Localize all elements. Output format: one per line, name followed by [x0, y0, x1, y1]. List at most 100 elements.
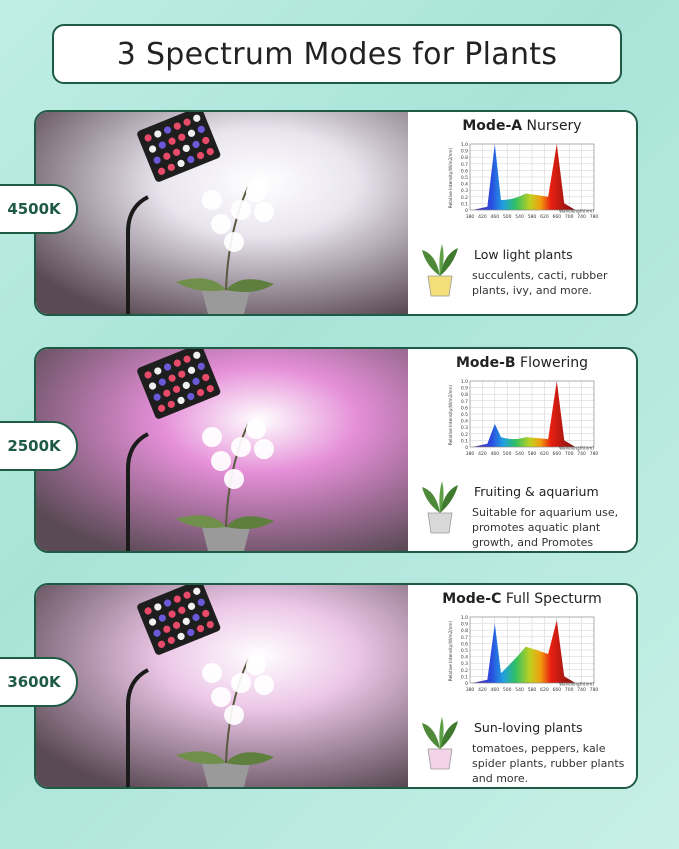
potted-plant-icon [422, 244, 458, 297]
y-tick-label: 0.3 [461, 425, 468, 431]
x-tick-label: 580 [528, 687, 537, 693]
potted-plant-icon [422, 717, 458, 770]
x-tick-label: 580 [528, 451, 537, 457]
mode-card-3: Mode-C Full Specturm 1.0 0.9 0.8 0.7 0.6 0.5 0.… [34, 583, 638, 789]
mode-info-panel: Mode-B Flowering 1.0 0.9 0.8 0.7 0.6 0.5 0.4 0.3… [408, 349, 636, 551]
color-temperature-badge: 2500K [0, 421, 78, 471]
x-tick-label: 380 [466, 214, 475, 220]
y-tick-label: 0.5 [461, 648, 468, 654]
y-tick-label: 0.9 [461, 622, 468, 628]
y-axis-label: Relative Intensity(W/m2/nm) [448, 148, 453, 209]
y-tick-label: 0.5 [461, 412, 468, 418]
x-tick-label: 780 [590, 214, 599, 220]
x-tick-label: 540 [515, 687, 524, 693]
mode-title: Mode-C Full Specturm [408, 591, 636, 607]
x-tick-label: 580 [528, 214, 537, 220]
x-tick-label: 420 [478, 451, 487, 457]
x-tick-label: 620 [540, 214, 549, 220]
mode-title: Mode-B Flowering [408, 355, 636, 371]
x-tick-label: 700 [565, 687, 574, 693]
y-tick-label: 0.1 [461, 438, 468, 444]
y-tick-label: 0.3 [461, 661, 468, 667]
x-tick-label: 460 [491, 451, 500, 457]
x-tick-label: 660 [553, 687, 562, 693]
y-tick-label: 0.7 [461, 399, 468, 405]
x-tick-label: 500 [503, 214, 512, 220]
plant-category-title: Fruiting & aquarium [474, 484, 599, 499]
mode-card-2: Mode-B Flowering 1.0 0.9 0.8 0.7 0.6 0.5 0.4 0.3… [34, 347, 638, 553]
y-tick-label: 0.1 [461, 674, 468, 680]
x-tick-label: 620 [540, 687, 549, 693]
y-tick-label: 0 [465, 445, 468, 451]
lamp-photo [36, 349, 408, 551]
y-tick-label: 0 [465, 208, 468, 214]
y-tick-label: 0.1 [461, 201, 468, 207]
x-tick-label: 740 [577, 687, 586, 693]
color-temperature-badge: 4500K [0, 184, 78, 234]
mode-label: Mode-A [462, 118, 523, 134]
lamp-photo [36, 112, 408, 314]
plant-category-title: Low light plants [474, 247, 573, 262]
mode-label: Mode-C [442, 591, 502, 607]
x-tick-label: 780 [590, 687, 599, 693]
plant-description: succulents, cacti, rubber plants, ivy, a… [472, 269, 608, 297]
y-tick-label: 0.7 [461, 162, 468, 168]
y-tick-label: 1.0 [461, 379, 468, 385]
y-tick-label: 0.6 [461, 405, 468, 411]
y-tick-label: 0.5 [461, 175, 468, 181]
x-tick-label: 660 [553, 214, 562, 220]
y-tick-label: 0.3 [461, 188, 468, 194]
x-axis-label: Wavelength(nm) [559, 446, 594, 451]
y-tick-label: 0.9 [461, 386, 468, 392]
x-tick-label: 660 [553, 451, 562, 457]
mode-name: Nursery [526, 118, 582, 134]
x-tick-label: 540 [515, 214, 524, 220]
y-tick-label: 0.4 [461, 419, 468, 425]
y-tick-label: 0.2 [461, 195, 468, 201]
mode-label: Mode-B [456, 355, 516, 371]
y-tick-label: 0.6 [461, 168, 468, 174]
x-tick-label: 420 [478, 687, 487, 693]
x-tick-label: 700 [565, 214, 574, 220]
y-axis-label: Relative Intensity(W/m2/nm) [448, 621, 453, 682]
plant-description: tomatoes, peppers, kale spider plants, r… [472, 742, 625, 785]
y-tick-label: 1.0 [461, 142, 468, 148]
y-tick-label: 0.4 [461, 655, 468, 661]
mode-info-panel: Mode-A Nursery 1.0 0.9 0.8 0.7 0.6 0.5 0.4 0.3 0.… [408, 112, 636, 314]
y-tick-label: 0.2 [461, 432, 468, 438]
spectrum-area [472, 620, 576, 683]
y-tick-label: 0.2 [461, 668, 468, 674]
x-tick-label: 780 [590, 451, 599, 457]
x-axis-label: Wavelength(nm) [559, 209, 594, 214]
y-tick-label: 0.9 [461, 149, 468, 155]
x-tick-label: 740 [577, 214, 586, 220]
y-axis-label: Relative Intensity(W/m2/nm) [448, 385, 453, 446]
y-tick-label: 0 [465, 681, 468, 687]
y-tick-label: 0.8 [461, 392, 468, 398]
mode-card-1: Mode-A Nursery 1.0 0.9 0.8 0.7 0.6 0.5 0.4 0.3 0.… [34, 110, 638, 316]
x-tick-label: 380 [466, 451, 475, 457]
x-tick-label: 380 [466, 687, 475, 693]
spectrum-area [472, 144, 576, 210]
y-tick-label: 0.8 [461, 155, 468, 161]
y-tick-label: 0.8 [461, 628, 468, 634]
potted-plant-icon [422, 481, 458, 534]
x-axis-label: Wavelength(nm) [559, 682, 594, 687]
mode-info-panel: Mode-C Full Specturm 1.0 0.9 0.8 0.7 0.6 0.5 0.… [408, 585, 636, 787]
mode-title: Mode-A Nursery [408, 118, 636, 134]
x-tick-label: 500 [503, 687, 512, 693]
page-title-text: 3 Spectrum Modes for Plants [116, 36, 558, 72]
page-title: 3 Spectrum Modes for Plants [52, 24, 622, 84]
lamp-photo [36, 585, 408, 787]
x-tick-label: 460 [491, 214, 500, 220]
spectrum-area [472, 381, 576, 447]
mode-name: Full Specturm [505, 591, 602, 607]
y-tick-label: 0.6 [461, 641, 468, 647]
x-tick-label: 500 [503, 451, 512, 457]
plant-description: Suitable for aquarium use, promotes aqua… [472, 506, 619, 549]
y-tick-label: 0.4 [461, 182, 468, 188]
x-tick-label: 420 [478, 214, 487, 220]
x-tick-label: 740 [577, 451, 586, 457]
